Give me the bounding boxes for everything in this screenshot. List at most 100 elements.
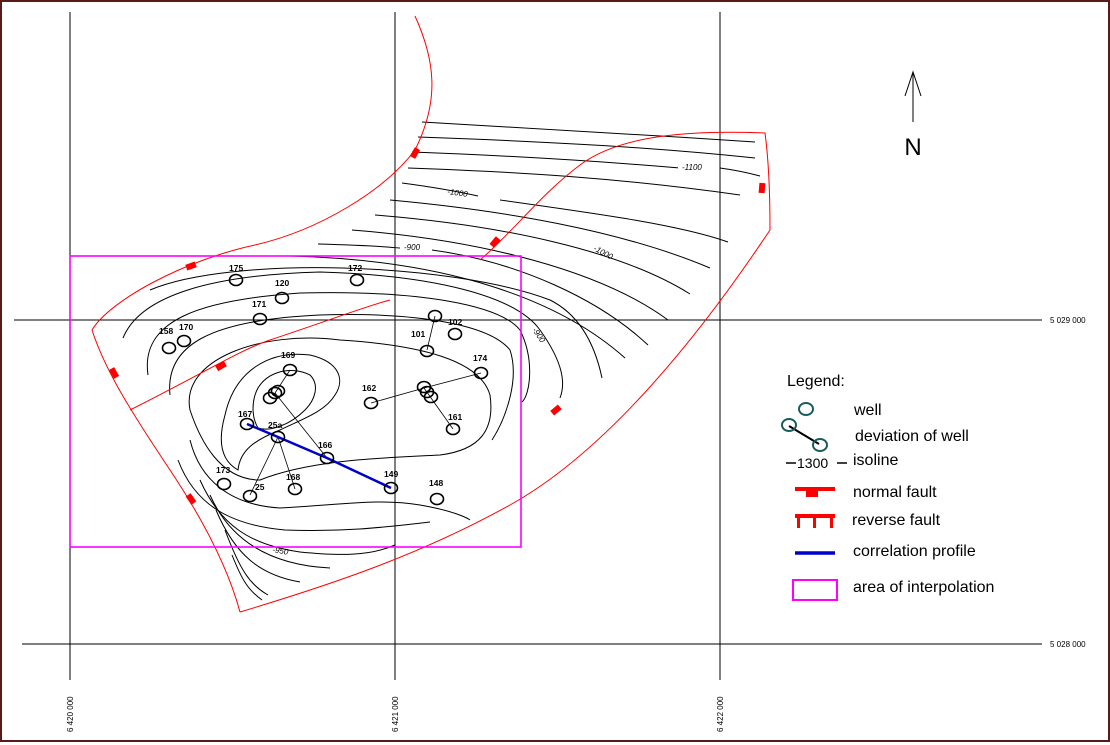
normal-fault-marker [758,182,766,194]
well-marker [427,309,443,323]
legend-title: Legend: [787,373,845,390]
isoline [252,370,316,430]
well-marker [176,334,192,348]
coordinate-grid [14,12,1042,680]
deviation-line [274,369,291,394]
contour-label: -1000 [447,187,469,199]
contour-labels: -1100 -1000 -1000 -900 -900 -950 [272,161,708,557]
legend-area-icon [792,579,838,601]
well-marker [274,291,290,305]
well-marker [445,422,461,436]
normal-fault-marker [489,236,501,248]
well-marker [423,390,439,404]
isoline [401,182,729,243]
well-label: 102 [448,317,462,327]
contour-label: -1100 [682,163,702,172]
north-label: N [904,134,921,161]
isoline [421,121,756,143]
legend-area-label: area of interpolation [853,579,994,596]
isoline [189,439,471,521]
well-label: 158 [159,326,173,336]
deviation-line [423,387,454,430]
fault-outer-east [239,131,771,613]
legend-reverse-fault-icon [795,514,835,528]
well-label: 149 [384,469,398,479]
well-marker [270,430,286,444]
north-arrow: N [904,70,922,161]
well-marker [447,327,463,341]
well-label: 120 [275,278,289,288]
isoline [289,255,626,359]
isoline [220,353,341,471]
well-label: 169 [281,350,295,360]
well-marker [419,344,435,358]
well-marker [228,273,244,287]
well-label: 101 [411,329,425,339]
well-marker [216,477,232,491]
well-marker [242,489,258,503]
well-labels: 175 120 172 171 158 170 101 102 169 174 … [159,263,487,492]
well-marker [287,482,303,496]
well-marker [383,481,399,495]
well-label: 162 [362,383,376,393]
correlation-profile [246,422,392,490]
isoline [177,459,431,532]
isoline [215,509,301,583]
well-label: 25a [268,420,282,430]
isoline [351,229,669,321]
normal-fault-markers [108,147,766,505]
legend-deviation-label: deviation of well [855,428,969,445]
well-label: 166 [318,440,332,450]
well-label: 168 [286,472,300,482]
isoline [231,554,263,601]
isoline [169,314,514,441]
isoline [199,479,396,555]
deviation-line [423,372,482,389]
isoline [411,151,761,177]
well-marker [270,384,286,398]
fault-outer-north [91,15,433,613]
contour-label: -1000 [592,244,615,262]
well-marker [267,386,283,400]
faults [91,15,771,613]
legend-well-label: well [853,402,882,419]
coord-label-easting-1: 6 420 000 [66,696,75,732]
north-arrowhead-icon [904,70,922,97]
well-label: 25 [255,482,265,492]
normal-fault-marker [185,261,197,271]
deviation-line [274,392,328,459]
legend-normal-fault-label: normal fault [853,484,937,501]
well-marker [429,492,445,506]
normal-fault-marker [409,147,421,159]
well-label: 173 [216,465,230,475]
isolines [122,121,761,601]
coord-label-easting-3: 6 422 000 [716,696,725,732]
isoline [149,267,603,379]
well-marker [319,451,335,465]
legend-profile-label: correlation profile [853,543,976,560]
well-label: 171 [252,299,266,309]
well-label: 172 [348,263,362,273]
contour-label: -900 [530,326,547,345]
deviation-line [370,387,425,404]
contour-label: -950 [272,545,290,557]
well-marker [161,341,177,355]
well-marker [252,312,268,326]
legend-normal-fault-icon [795,487,835,497]
deviation-line [277,436,296,490]
isoline [317,243,649,346]
coord-label-easting-2: 6 421 000 [391,696,400,732]
well-marker [239,417,255,431]
wells [161,273,489,506]
normal-fault-marker [215,360,227,372]
well-label: 174 [473,353,487,363]
well-marker [282,363,298,377]
deviation-line [249,436,279,496]
well-marker [363,396,379,410]
legend-isoline-value: 1300 [797,455,828,471]
legend-reverse-fault-label: reverse fault [852,512,941,529]
normal-fault-marker [108,367,120,379]
well-label: 148 [429,478,443,488]
